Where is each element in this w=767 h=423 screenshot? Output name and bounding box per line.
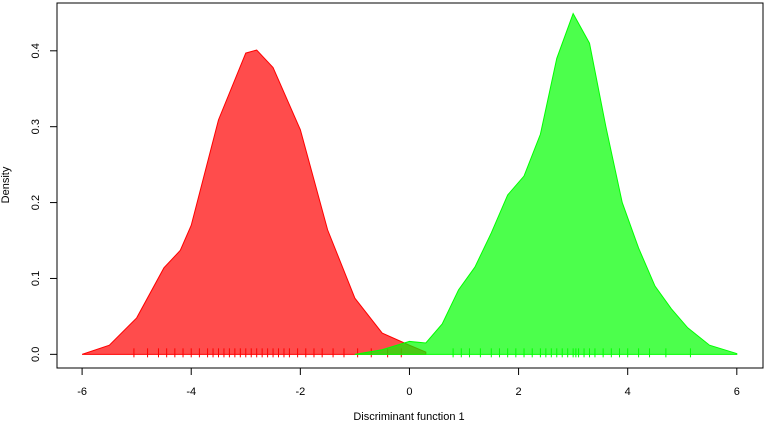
y-tick-label: 0.4 [30,43,42,58]
x-tick-label: -4 [186,386,196,398]
x-tick-label: -2 [295,386,305,398]
x-tick-label: -6 [77,386,87,398]
y-tick-label: 0.1 [30,271,42,286]
density-area [81,49,427,355]
y-axis-label: Density [0,166,12,203]
x-tick-label: 4 [625,386,631,398]
y-tick-label: 0.0 [30,347,42,362]
x-tick-label: 0 [406,386,412,398]
density-area [354,12,738,355]
y-tick-label: 0.3 [30,119,42,134]
x-tick-label: 2 [516,386,522,398]
y-tick-label: 0.2 [30,195,42,210]
x-tick-label: 6 [734,386,740,398]
x-axis-label: Discriminant function 1 [353,411,464,423]
